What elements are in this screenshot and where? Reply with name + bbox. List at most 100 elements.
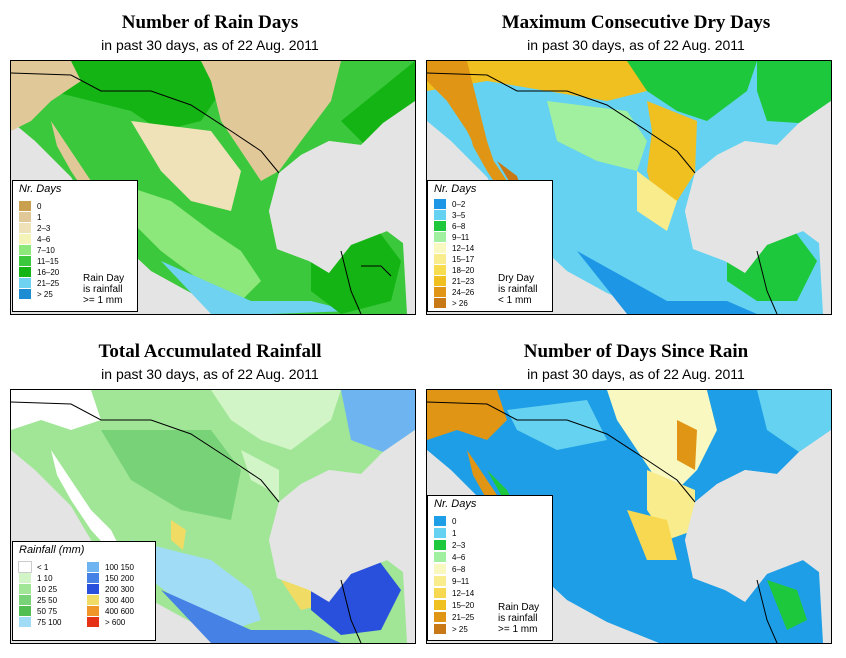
legend-swatch bbox=[87, 584, 99, 594]
legend-label: > 600 bbox=[105, 617, 126, 627]
legend-swatch bbox=[19, 234, 31, 244]
legend-swatch bbox=[19, 212, 31, 222]
legend-item: 21–25 bbox=[19, 278, 59, 288]
legend-swatch bbox=[434, 276, 446, 286]
legend-swatch bbox=[434, 516, 446, 526]
legend-swatch bbox=[19, 245, 31, 255]
legend-label: 24–26 bbox=[452, 287, 475, 297]
legend-item: > 25 bbox=[434, 624, 468, 634]
legend-item: 18–20 bbox=[434, 265, 474, 275]
legend-swatch bbox=[434, 298, 446, 308]
legend-label: 11–15 bbox=[37, 256, 59, 266]
legend-swatch bbox=[18, 561, 32, 573]
legend-label: 2–3 bbox=[37, 223, 51, 233]
legend-item: 3–5 bbox=[434, 210, 465, 220]
legend-swatch bbox=[19, 573, 31, 583]
legend-swatch bbox=[19, 223, 31, 233]
legend-swatch bbox=[19, 289, 31, 299]
legend-swatch bbox=[19, 617, 31, 627]
legend-label: 6–8 bbox=[452, 564, 466, 574]
legend-swatch bbox=[434, 552, 446, 562]
legend-label: 0 bbox=[452, 516, 457, 526]
legend-label: 4–6 bbox=[37, 234, 51, 244]
legend-item: 11–15 bbox=[19, 256, 59, 266]
legend-label: 21–23 bbox=[452, 276, 475, 286]
legend-label: 100 150 bbox=[105, 562, 134, 572]
map-rainfall bbox=[10, 389, 416, 644]
legend-rain-days: Nr. Days 0 1 2–3 4–6 7–10 11–15 16–20 21… bbox=[12, 180, 138, 312]
legend-item: 4–6 bbox=[19, 234, 50, 244]
legend-dry-days: Nr. Days 0–2 3–5 6–8 9–11 12–14 15–17 18… bbox=[427, 180, 553, 312]
legend-item: 75 100 bbox=[19, 617, 61, 627]
legend-swatch bbox=[434, 612, 446, 622]
legend-item: 6–8 bbox=[434, 564, 465, 574]
legend-item: 16–20 bbox=[19, 267, 59, 277]
legend-swatch bbox=[434, 199, 446, 209]
legend-label: 12–14 bbox=[452, 588, 475, 598]
legend-label: 3–5 bbox=[452, 210, 466, 220]
legend-item: > 600 bbox=[87, 617, 125, 627]
legend-swatch bbox=[87, 617, 99, 627]
legend-label: 21–25 bbox=[37, 278, 60, 288]
legend-swatch bbox=[19, 584, 31, 594]
legend-item: 12–14 bbox=[434, 243, 474, 253]
legend-heading: Nr. Days bbox=[434, 183, 477, 195]
legend-label: > 25 bbox=[37, 289, 53, 299]
legend-swatch bbox=[87, 595, 99, 605]
legend-label: 1 bbox=[37, 212, 42, 222]
legend-item: 9–11 bbox=[434, 576, 469, 586]
panel-title-rain-days: Number of Rain Days bbox=[121, 12, 299, 33]
legend-swatch bbox=[434, 564, 446, 574]
legend-heading: Rainfall (mm) bbox=[19, 544, 85, 556]
legend-item: 1 10 bbox=[19, 573, 53, 583]
legend-item: 6–8 bbox=[434, 221, 465, 231]
legend-label: 300 400 bbox=[105, 595, 134, 605]
legend-swatch bbox=[19, 278, 31, 288]
map-dry-days bbox=[426, 60, 832, 315]
legend-item: 15–17 bbox=[434, 254, 474, 264]
legend-swatch bbox=[19, 595, 31, 605]
legend-label: 21–25 bbox=[452, 612, 475, 622]
legend-swatch bbox=[434, 265, 446, 275]
legend-heading: Nr. Days bbox=[19, 183, 62, 195]
legend-swatch bbox=[87, 573, 99, 583]
legend-label: > 26 bbox=[452, 298, 468, 308]
legend-note: Rain Day is rainfall >= 1 mm bbox=[498, 602, 540, 635]
legend-item: 9–11 bbox=[434, 232, 469, 242]
map-rainfall-graphic bbox=[11, 390, 415, 643]
panel-subtitle-days-since: in past 30 days, as of 22 Aug. 2011 bbox=[527, 366, 745, 382]
legend-swatch bbox=[87, 562, 99, 572]
legend-label: 16–20 bbox=[37, 267, 60, 277]
legend-swatch bbox=[19, 267, 31, 277]
legend-label: 2–3 bbox=[452, 540, 466, 550]
legend-swatch bbox=[434, 528, 446, 538]
legend-label: 10 25 bbox=[37, 584, 58, 594]
legend-item: 21–23 bbox=[434, 276, 474, 286]
legend-swatch bbox=[434, 221, 446, 231]
legend-heading: Nr. Days bbox=[434, 498, 477, 510]
panel-title-dry-days: Maximum Consecutive Dry Days bbox=[501, 12, 771, 33]
legend-swatch bbox=[87, 606, 99, 616]
legend-label: 7–10 bbox=[37, 245, 55, 255]
legend-item: > 25 bbox=[19, 289, 53, 299]
legend-item: 0 bbox=[19, 201, 41, 211]
legend-item: < 1 bbox=[18, 561, 48, 573]
legend-item: 10 25 bbox=[19, 584, 57, 594]
legend-item: 50 75 bbox=[19, 606, 57, 616]
legend-swatch bbox=[19, 256, 31, 266]
legend-item: 2–3 bbox=[19, 223, 50, 233]
legend-swatch bbox=[434, 287, 446, 297]
legend-label: 200 300 bbox=[105, 584, 134, 594]
legend-label: 15–17 bbox=[452, 254, 475, 264]
legend-item: 300 400 bbox=[87, 595, 134, 605]
panel-subtitle-dry-days: in past 30 days, as of 22 Aug. 2011 bbox=[527, 37, 745, 53]
legend-swatch bbox=[434, 600, 446, 610]
legend-swatch bbox=[434, 540, 446, 550]
legend-item: 2–3 bbox=[434, 540, 465, 550]
legend-label: 400 600 bbox=[105, 606, 134, 616]
legend-label: 12–14 bbox=[452, 243, 475, 253]
legend-item: 7–10 bbox=[19, 245, 55, 255]
legend-item: 25 50 bbox=[19, 595, 57, 605]
panel-title-rainfall: Total Accumulated Rainfall bbox=[98, 341, 322, 362]
panel-subtitle-rainfall: in past 30 days, as of 22 Aug. 2011 bbox=[101, 366, 319, 382]
